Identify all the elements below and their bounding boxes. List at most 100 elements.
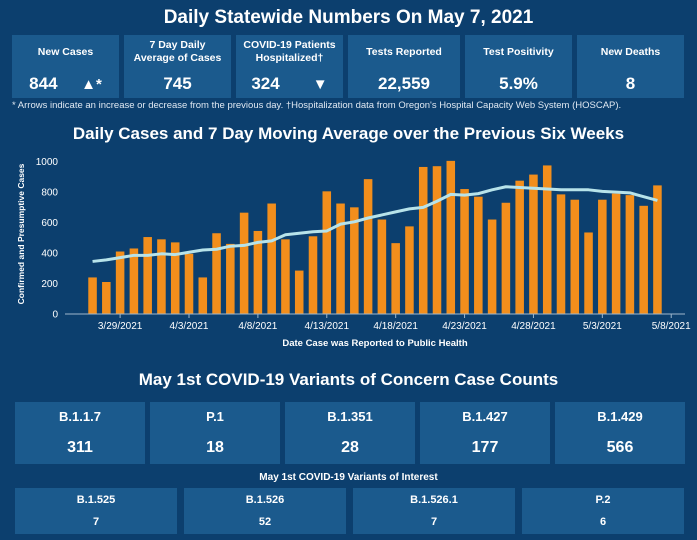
bar bbox=[432, 166, 442, 314]
stat-label: Test Positivity bbox=[483, 45, 554, 58]
stat-label: New Cases bbox=[37, 45, 94, 58]
variant-value: 566 bbox=[606, 439, 634, 456]
footnote: * Arrows indicate an increase or decreas… bbox=[12, 100, 622, 111]
bar bbox=[226, 243, 235, 314]
interest-box: B.1.526.1 7 bbox=[353, 488, 515, 534]
bar bbox=[556, 194, 566, 314]
bar bbox=[308, 236, 318, 314]
x-tick-label: 5/3/2021 bbox=[583, 321, 622, 332]
x-axis-ticks: 3/29/2021 4/3/2021 4/8/2021 4/13/2021 4/18/2… bbox=[98, 314, 691, 332]
stat-new-deaths: New Deaths 8 bbox=[577, 35, 684, 98]
bar bbox=[598, 199, 607, 314]
variant-value: 311 bbox=[67, 439, 93, 456]
bar bbox=[88, 277, 97, 314]
variant-label: P.1 bbox=[206, 409, 224, 424]
cases-chart: 0 200 400 600 800 1000 3/29/2021 4/3/2021 4/8/2… bbox=[16, 157, 691, 349]
bar bbox=[391, 243, 400, 314]
y-tick-label: 0 bbox=[52, 310, 58, 321]
stat-value: 22,559 bbox=[378, 74, 430, 93]
bar bbox=[611, 193, 621, 314]
up-arrow-icon: ▲* bbox=[81, 76, 102, 93]
stat-tests-reported: Tests Reported 22,559 bbox=[348, 35, 460, 98]
stat-hospitalized: COVID-19 Patients Hospitalized† 324 ▼ bbox=[236, 35, 343, 98]
bar bbox=[170, 242, 180, 314]
y-tick-label: 400 bbox=[41, 249, 58, 260]
variant-box: B.1.427 177 bbox=[420, 402, 550, 464]
x-tick-label: 4/28/2021 bbox=[511, 321, 556, 332]
bar bbox=[198, 277, 208, 314]
x-tick-label: 4/23/2021 bbox=[442, 321, 487, 332]
bar bbox=[487, 219, 497, 314]
bar bbox=[625, 195, 635, 314]
stat-label: Tests Reported bbox=[366, 45, 442, 58]
stat-value: 324 ▼ bbox=[236, 74, 343, 94]
bar bbox=[570, 199, 580, 314]
stat-value: 5.9% bbox=[499, 74, 538, 93]
bar bbox=[336, 203, 345, 314]
chart-title: Daily Cases and 7 Day Moving Average ove… bbox=[72, 124, 625, 143]
variant-box: B.1.429 566 bbox=[555, 402, 685, 464]
stat-label: New Deaths bbox=[600, 45, 661, 58]
y-tick-label: 600 bbox=[41, 218, 58, 229]
variants-title: May 1st COVID-19 Variants of Concern Cas… bbox=[138, 370, 559, 389]
variant-box: B.1.1.7 311 bbox=[15, 402, 145, 464]
variant-box: P.1 18 bbox=[150, 402, 280, 464]
bar bbox=[460, 189, 469, 314]
interest-label: B.1.525 bbox=[76, 494, 116, 506]
new-cases-value: 844 bbox=[29, 74, 58, 93]
bar bbox=[157, 239, 166, 314]
interest-label: B.1.526 bbox=[245, 494, 285, 506]
bar bbox=[501, 202, 511, 314]
interest-value: 7 bbox=[430, 516, 438, 528]
variant-label: B.1.351 bbox=[327, 409, 373, 424]
x-tick-label: 3/29/2021 bbox=[98, 321, 143, 332]
x-tick-label: 4/3/2021 bbox=[170, 321, 209, 332]
variants-of-interest-title: May 1st COVID-19 Variants of Interest bbox=[259, 472, 438, 483]
interest-box: B.1.525 7 bbox=[15, 488, 177, 534]
bar bbox=[239, 212, 249, 314]
y-tick-label: 200 bbox=[41, 279, 58, 290]
bar bbox=[653, 185, 662, 314]
bar bbox=[143, 237, 152, 314]
bar bbox=[584, 232, 593, 314]
bar bbox=[418, 166, 428, 314]
stat-new-cases: New Cases 844 ▲* bbox=[12, 35, 119, 98]
bar bbox=[639, 205, 648, 314]
stat-value: 745 bbox=[163, 74, 192, 93]
stat-7day-average: 7 Day Daily Average of Cases 745 bbox=[124, 35, 231, 98]
bar bbox=[102, 282, 111, 314]
page-title: Daily Statewide Numbers On May 7, 2021 bbox=[163, 7, 534, 28]
interest-label: P.2 bbox=[595, 494, 611, 506]
stat-value: 8 bbox=[625, 74, 636, 93]
bar bbox=[350, 207, 359, 314]
moving-average-line bbox=[92, 185, 658, 263]
variant-label: B.1.429 bbox=[597, 409, 643, 424]
variant-value: 28 bbox=[341, 439, 359, 456]
y-axis-label: Confirmed and Presumptive Cases bbox=[16, 163, 26, 304]
bar bbox=[363, 179, 373, 314]
bar bbox=[474, 196, 483, 314]
y-tick-label: 1000 bbox=[36, 157, 59, 168]
bar bbox=[377, 219, 387, 314]
interest-value: 7 bbox=[92, 516, 100, 528]
y-tick-label: 800 bbox=[41, 188, 58, 199]
bar bbox=[253, 230, 263, 314]
interest-value: 52 bbox=[258, 516, 272, 528]
hospitalized-value: 324 bbox=[251, 74, 280, 93]
bar bbox=[515, 180, 524, 314]
x-tick-label: 4/18/2021 bbox=[373, 321, 418, 332]
stat-test-positivity: Test Positivity 5.9% bbox=[465, 35, 572, 98]
interest-box: P.2 6 bbox=[522, 488, 684, 534]
stat-label: 7 Day Daily Average of Cases bbox=[133, 39, 222, 64]
variant-label: B.1.1.7 bbox=[59, 409, 101, 424]
bar bbox=[281, 239, 290, 314]
bar bbox=[115, 251, 125, 314]
bar bbox=[294, 270, 304, 314]
x-tick-label: 5/8/2021 bbox=[652, 321, 691, 332]
bar bbox=[322, 191, 332, 314]
x-axis-label: Date Case was Reported to Public Health bbox=[282, 338, 467, 349]
bar bbox=[129, 248, 139, 314]
bar bbox=[446, 160, 456, 314]
x-tick-label: 4/8/2021 bbox=[238, 321, 277, 332]
interest-box: B.1.526 52 bbox=[184, 488, 346, 534]
